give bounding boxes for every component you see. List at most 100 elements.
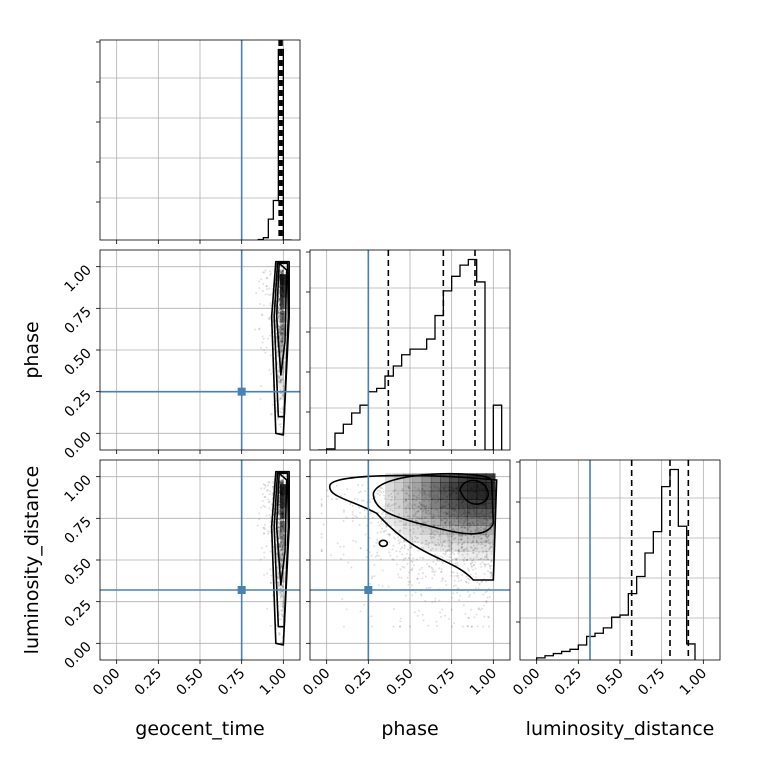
scatter-point: [423, 492, 426, 495]
scatter-point: [477, 519, 480, 522]
scatter-point: [407, 497, 410, 500]
scatter-point: [269, 373, 272, 376]
density-cell: [476, 525, 487, 535]
scatter-point: [433, 520, 436, 523]
scatter-point: [408, 571, 411, 574]
scatter-point: [281, 546, 284, 549]
scatter-point: [279, 330, 282, 333]
scatter-point: [279, 397, 282, 400]
scatter-point: [390, 492, 393, 495]
scatter-point: [281, 544, 284, 547]
scatter-point: [457, 587, 460, 590]
scatter-point: [421, 484, 424, 487]
density-cell: [280, 495, 287, 508]
contours: [270, 260, 290, 436]
scatter-point: [342, 509, 345, 512]
scatter-point: [358, 523, 361, 526]
scatter-point: [278, 316, 281, 319]
scatter-point: [442, 552, 445, 555]
scatter-point: [447, 544, 450, 547]
scatter-point: [370, 521, 373, 524]
scatter-point: [280, 594, 283, 597]
scatter-point: [398, 505, 401, 508]
scatter-point: [399, 625, 402, 628]
scatter-point: [423, 521, 426, 524]
density-cell: [412, 482, 423, 492]
scatter-point: [478, 583, 481, 586]
scatter-point: [477, 608, 480, 611]
scatter-point: [263, 271, 266, 274]
scatter-point: [279, 609, 282, 612]
scatter-point: [462, 524, 465, 527]
scatter-point: [440, 519, 443, 522]
scatter-point: [272, 481, 275, 484]
scatter-point: [278, 515, 281, 518]
scatter-point: [277, 306, 280, 309]
scatter-point: [490, 571, 493, 574]
density-cell: [485, 473, 496, 483]
scatter-point: [262, 504, 265, 507]
scatter-point: [457, 520, 460, 523]
scatter-point: [351, 513, 354, 516]
scatter-point: [281, 525, 284, 528]
scatter-point: [351, 510, 354, 513]
density-cell: [485, 482, 496, 492]
scatter-point: [280, 541, 283, 544]
scatter-point: [424, 492, 427, 495]
scatter-point: [466, 567, 469, 570]
scatter-point: [345, 516, 348, 519]
scatter-point: [320, 505, 323, 508]
scatter-point: [452, 585, 455, 588]
scatter-point: [385, 513, 388, 516]
scatter-point: [479, 562, 482, 565]
scatter-point: [278, 298, 281, 301]
scatter-point: [358, 506, 361, 509]
scatter-point: [261, 335, 264, 338]
scatter-point: [281, 316, 284, 319]
scatter-point: [272, 482, 275, 485]
scatter-point: [377, 554, 380, 557]
scatter-point: [281, 337, 284, 340]
scatter-point: [481, 520, 484, 523]
scatter-point: [268, 514, 271, 517]
scatter-point: [450, 547, 453, 550]
scatter-point: [472, 539, 475, 542]
scatter-point: [465, 559, 468, 562]
scatter-point: [342, 625, 345, 628]
scatter-point: [281, 319, 284, 322]
scatter-point: [262, 532, 265, 535]
scatter-point: [281, 406, 284, 409]
scatter-point: [265, 285, 268, 288]
scatter-point: [279, 317, 282, 320]
scatter-point: [281, 333, 284, 336]
scatter-point: [281, 605, 284, 608]
scatter-point: [472, 549, 475, 552]
scatter-point: [280, 336, 283, 339]
scatter-point: [279, 542, 282, 545]
scatter-point: [280, 548, 283, 551]
scatter-point: [396, 563, 399, 566]
scatter-point: [421, 613, 424, 616]
scatter-point: [335, 484, 338, 487]
scatter-point: [483, 527, 486, 530]
density-cell: [403, 490, 413, 500]
scatter-point: [281, 481, 284, 484]
scatter-point: [278, 381, 281, 384]
density-cell: [280, 285, 287, 298]
density-cell: [412, 490, 423, 500]
scatter-point: [450, 608, 453, 611]
scatter-point: [281, 376, 284, 379]
scatter-point: [256, 524, 259, 527]
scatter-point: [418, 491, 421, 494]
scatter-point: [486, 539, 489, 542]
scatter-point: [278, 534, 281, 537]
scatter-point: [461, 625, 464, 628]
scatter-point: [480, 533, 483, 536]
scatter-point: [281, 327, 284, 330]
scatter-point: [420, 517, 423, 520]
scatter-point: [278, 319, 281, 322]
scatter-point: [450, 535, 453, 538]
scatter-point: [454, 558, 457, 561]
scatter-point: [282, 601, 285, 604]
scatter-point: [276, 575, 279, 578]
